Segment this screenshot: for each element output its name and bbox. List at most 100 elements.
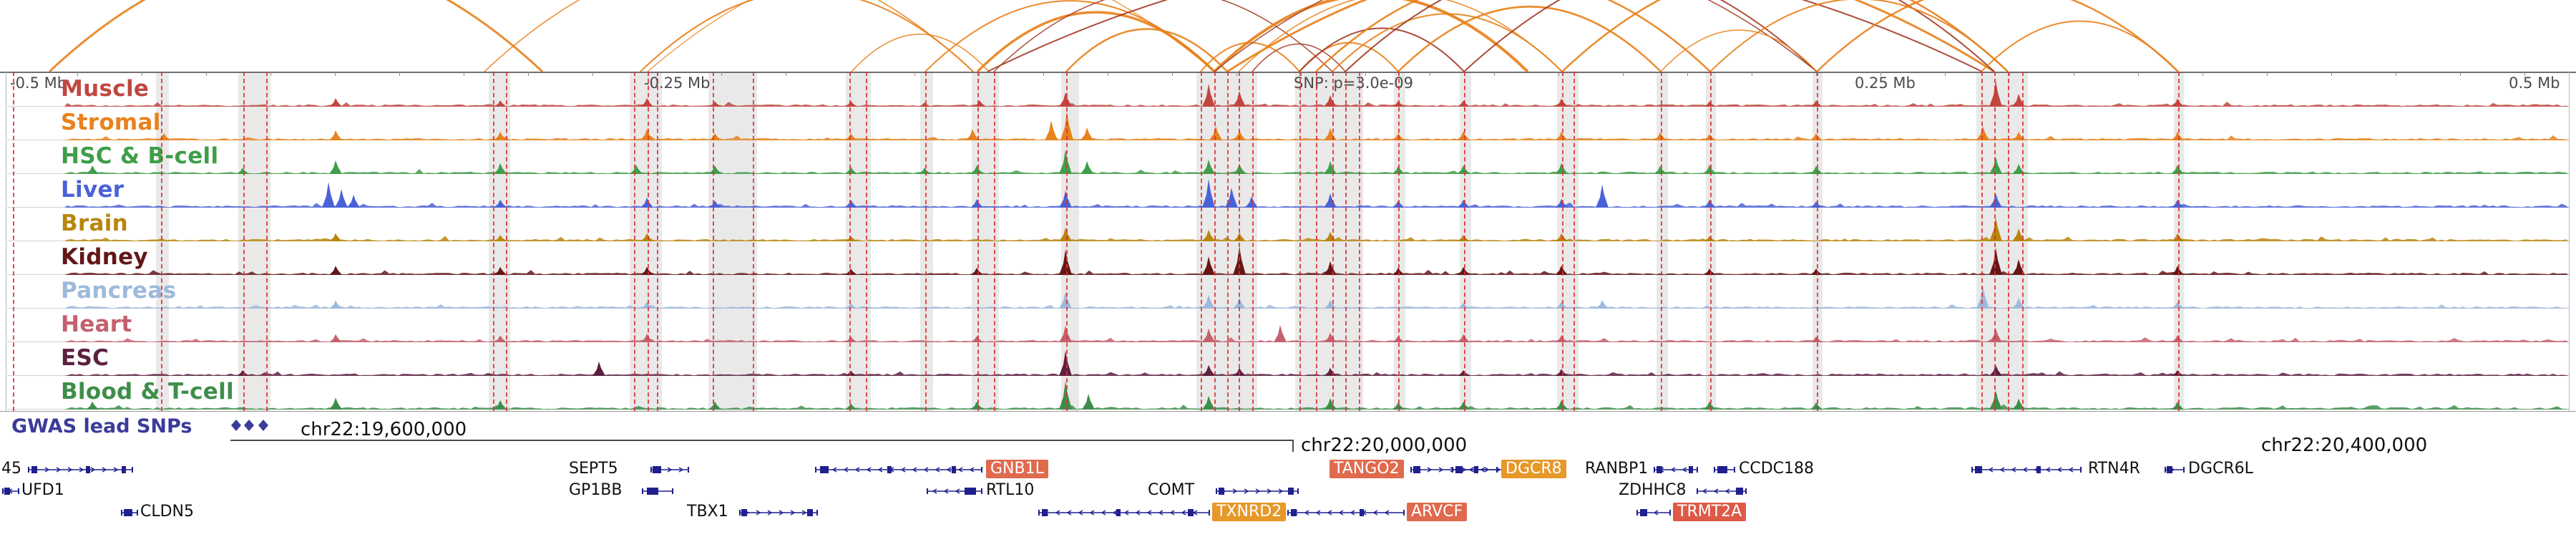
- gene-label-txnrd2[interactable]: TXNRD2: [1212, 503, 1287, 521]
- interaction-arc: [1214, 0, 1818, 72]
- track-label-esc[interactable]: ESC: [61, 345, 109, 371]
- snp-guide-line: [1661, 72, 1662, 411]
- gene-label-rtl10[interactable]: RTL10: [986, 481, 1035, 499]
- ruler-tick: [2009, 72, 2010, 76]
- gene-label-trmt2a[interactable]: TRMT2A: [1673, 503, 1747, 521]
- track-label-stromal[interactable]: Stromal: [61, 110, 161, 135]
- signal-track: [7, 325, 2569, 342]
- gene-label-sept5[interactable]: SEPT5: [569, 460, 618, 478]
- snp-guide-line: [1299, 72, 1301, 411]
- snp-guide-line: [1464, 72, 1465, 411]
- track-label-pancreas[interactable]: Pancreas: [61, 278, 177, 304]
- snp-guide-line: [753, 72, 754, 411]
- ruler-tick: [2138, 72, 2139, 76]
- ruler-tick: [399, 72, 400, 76]
- highlight-band: [1295, 72, 1363, 411]
- highlight-band: [1061, 72, 1079, 411]
- snp-guide-line: [977, 72, 979, 411]
- gene-glyph-45[interactable]: [28, 466, 133, 473]
- gene-label-zdhhc8[interactable]: ZDHHC8: [1619, 481, 1687, 499]
- gene-glyph-zdhhc8[interactable]: [1697, 488, 1747, 495]
- ruler-tick: [979, 72, 980, 76]
- snp-guide-line: [2178, 72, 2180, 411]
- gene-glyph-rtl10[interactable]: [927, 488, 982, 495]
- gene-glyph-comt[interactable]: [1216, 488, 1299, 495]
- track-label-heart[interactable]: Heart: [61, 311, 132, 337]
- gene-label-tango2[interactable]: TANGO2: [1330, 460, 1404, 478]
- snp-guide-line: [13, 72, 14, 411]
- highlight-band: [1394, 72, 1405, 411]
- gene-label-arvcf[interactable]: ARVCF: [1407, 503, 1468, 521]
- coordinate-label-center: chr22:20,000,000: [1301, 435, 1468, 456]
- snp-guide-line: [634, 72, 635, 411]
- lead-snp-marker[interactable]: [258, 420, 268, 431]
- interaction-arc: [1816, 0, 2179, 72]
- ruler-tick: [721, 72, 722, 76]
- snp-guide-line: [849, 72, 851, 411]
- snp-guide-line: [648, 72, 649, 411]
- snp-guide-line: [866, 72, 867, 411]
- gene-glyph-sept5[interactable]: [650, 466, 689, 473]
- gene-label-ufd1[interactable]: UFD1: [21, 481, 64, 499]
- track-label-kidney[interactable]: Kidney: [61, 244, 148, 270]
- gene-label-ranbp1[interactable]: RANBP1: [1585, 460, 1649, 478]
- interaction-arc: [987, 0, 1983, 72]
- ruler-tick: [335, 72, 336, 76]
- track-label-brain[interactable]: Brain: [61, 211, 129, 236]
- gene-label-gnb1l[interactable]: GNB1L: [986, 460, 1048, 478]
- signal-track: [7, 112, 2569, 140]
- snp-guide-line: [1227, 72, 1229, 411]
- gene-label-45[interactable]: 45: [1, 460, 21, 478]
- track-label-hsc-b-cell[interactable]: HSC & B-cell: [61, 143, 219, 169]
- snp-guide-line: [1817, 72, 1818, 411]
- snp-guide-line: [657, 72, 658, 411]
- gene-label-comt[interactable]: COMT: [1148, 481, 1195, 499]
- ruler-tick: [2460, 72, 2461, 76]
- snp-guide-line: [1981, 72, 1983, 411]
- chromatin-interaction-arcs: [48, 0, 2179, 72]
- interaction-arc: [1397, 6, 1662, 72]
- gwas-snp-marks[interactable]: [0, 414, 2576, 438]
- snp-guide-line: [161, 72, 162, 411]
- tracks-right-border: [2569, 72, 2570, 411]
- snp-guide-line: [243, 72, 245, 411]
- gene-label-ccdc188[interactable]: CCDC188: [1739, 460, 1815, 478]
- gene-glyph-dgcr6l[interactable]: [2165, 466, 2185, 473]
- interaction-arc: [48, 0, 544, 72]
- signal-track: [7, 150, 2569, 174]
- track-label-blood-t-cell[interactable]: Blood & T-cell: [61, 379, 234, 405]
- gene-glyph-ufd1[interactable]: [2, 488, 19, 495]
- gene-glyph-tbx1[interactable]: [739, 509, 818, 516]
- gene-glyph-dgcr8[interactable]: [1452, 466, 1498, 473]
- tracks-bottom-border: [0, 411, 2576, 412]
- gene-glyph-gnb1l[interactable]: [815, 466, 982, 473]
- gene-label-tbx1[interactable]: TBX1: [687, 503, 728, 521]
- gene-glyph-cldn5[interactable]: [121, 509, 138, 516]
- gene-glyph-txnrd2[interactable]: [1038, 509, 1210, 516]
- interaction-arc: [1299, 27, 1465, 72]
- track-label-liver[interactable]: Liver: [61, 177, 125, 203]
- coordinate-label-left: chr22:19,600,000: [301, 419, 467, 440]
- gene-label-dgcr6l[interactable]: DGCR6L: [2188, 460, 2253, 478]
- gene-label-cldn5[interactable]: CLDN5: [140, 503, 195, 521]
- lead-snp-marker[interactable]: [231, 420, 241, 431]
- gene-glyph-ccdc188[interactable]: [1714, 466, 1735, 473]
- gene-glyph-rtn4r[interactable]: [1971, 466, 2082, 473]
- snp-guide-line: [925, 72, 927, 411]
- gene-label-dgcr8[interactable]: DGCR8: [1501, 460, 1566, 478]
- lead-snp-marker[interactable]: [244, 420, 254, 431]
- snp-guide-line: [994, 72, 995, 411]
- gene-label-rtn4r[interactable]: RTN4R: [2088, 460, 2140, 478]
- gene-glyph-ranbp1[interactable]: [1654, 466, 1698, 473]
- track-label-muscle[interactable]: Muscle: [61, 76, 150, 102]
- signal-track: [7, 286, 2569, 309]
- gene-glyph-gp1bb[interactable]: [642, 488, 673, 495]
- gene-label-gp1bb[interactable]: GP1BB: [569, 481, 623, 499]
- interaction-arc: [1213, 0, 1529, 72]
- ruler-tick: [270, 72, 271, 76]
- gene-glyph-trmt2a[interactable]: [1636, 509, 1671, 516]
- ruler-tick-label: 0.25 Mb: [1855, 74, 1916, 92]
- snp-guide-line: [1398, 72, 1400, 411]
- gene-glyph-arvcf[interactable]: [1287, 509, 1405, 516]
- snp-guide-line: [1201, 72, 1202, 411]
